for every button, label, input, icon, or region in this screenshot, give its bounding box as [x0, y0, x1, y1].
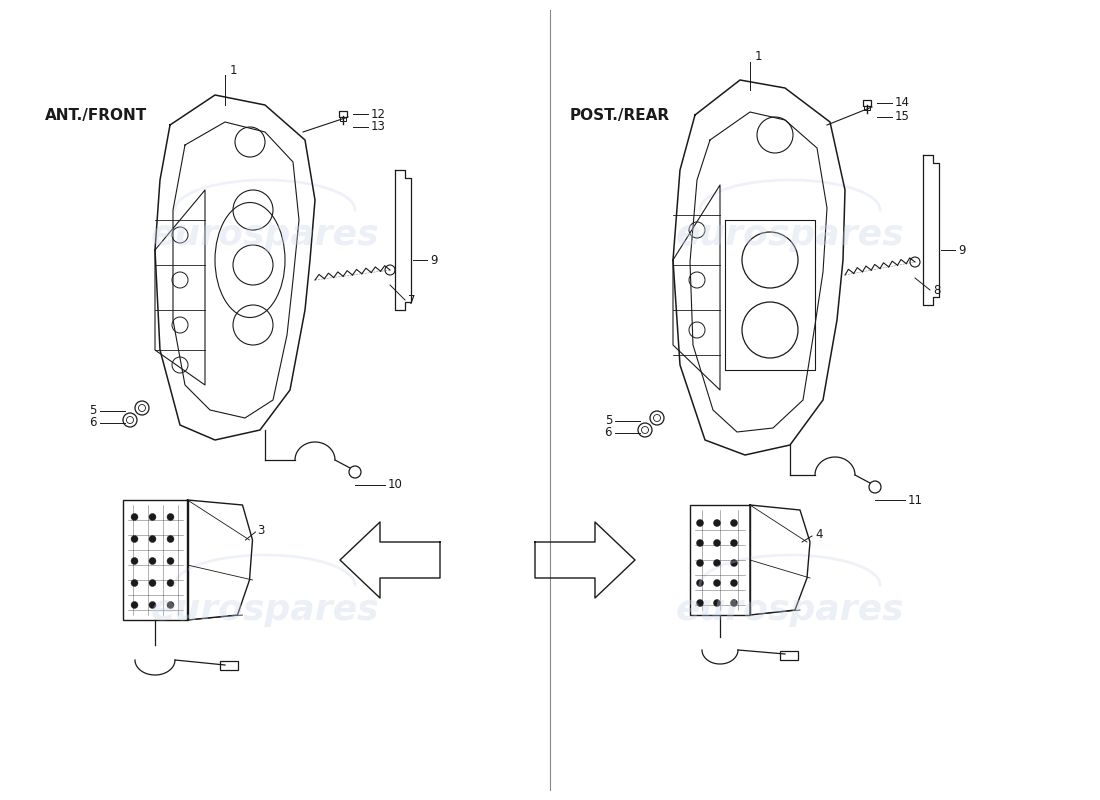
Circle shape — [148, 535, 156, 542]
Text: eurospares: eurospares — [151, 218, 380, 252]
Circle shape — [167, 602, 174, 609]
Text: eurospares: eurospares — [675, 218, 904, 252]
Circle shape — [696, 599, 704, 606]
Circle shape — [167, 579, 174, 586]
Circle shape — [714, 599, 720, 606]
Text: eurospares: eurospares — [675, 593, 904, 627]
Text: 13: 13 — [371, 121, 386, 134]
Circle shape — [131, 579, 138, 586]
Text: 11: 11 — [908, 494, 923, 506]
Circle shape — [730, 519, 737, 526]
Text: 10: 10 — [388, 478, 403, 491]
Text: ANT./FRONT: ANT./FRONT — [45, 108, 147, 123]
Circle shape — [714, 539, 720, 546]
Circle shape — [696, 539, 704, 546]
Text: 12: 12 — [371, 107, 386, 121]
Text: 9: 9 — [958, 243, 966, 257]
Text: 1: 1 — [230, 63, 238, 77]
Text: 4: 4 — [815, 529, 823, 542]
Text: eurospares: eurospares — [151, 593, 380, 627]
Circle shape — [148, 558, 156, 565]
Circle shape — [131, 514, 138, 521]
Text: 8: 8 — [933, 283, 940, 297]
Text: 6: 6 — [605, 426, 612, 439]
Circle shape — [131, 558, 138, 565]
Text: 5: 5 — [89, 405, 97, 418]
Circle shape — [730, 539, 737, 546]
Circle shape — [696, 519, 704, 526]
Circle shape — [167, 558, 174, 565]
Circle shape — [714, 579, 720, 586]
Text: 5: 5 — [605, 414, 612, 427]
Circle shape — [730, 599, 737, 606]
Circle shape — [131, 602, 138, 609]
Circle shape — [131, 535, 138, 542]
Circle shape — [714, 519, 720, 526]
Text: 9: 9 — [430, 254, 438, 266]
Text: 7: 7 — [408, 294, 416, 306]
Text: 3: 3 — [257, 523, 265, 537]
Circle shape — [730, 559, 737, 566]
Text: 6: 6 — [89, 417, 97, 430]
Circle shape — [696, 579, 704, 586]
Text: 1: 1 — [755, 50, 762, 63]
Circle shape — [167, 514, 174, 521]
Circle shape — [696, 559, 704, 566]
Circle shape — [167, 535, 174, 542]
Text: 14: 14 — [895, 97, 910, 110]
Circle shape — [148, 579, 156, 586]
Circle shape — [714, 559, 720, 566]
Circle shape — [148, 514, 156, 521]
Circle shape — [148, 602, 156, 609]
Text: 15: 15 — [895, 110, 910, 123]
Text: POST./REAR: POST./REAR — [570, 108, 670, 123]
Circle shape — [730, 579, 737, 586]
